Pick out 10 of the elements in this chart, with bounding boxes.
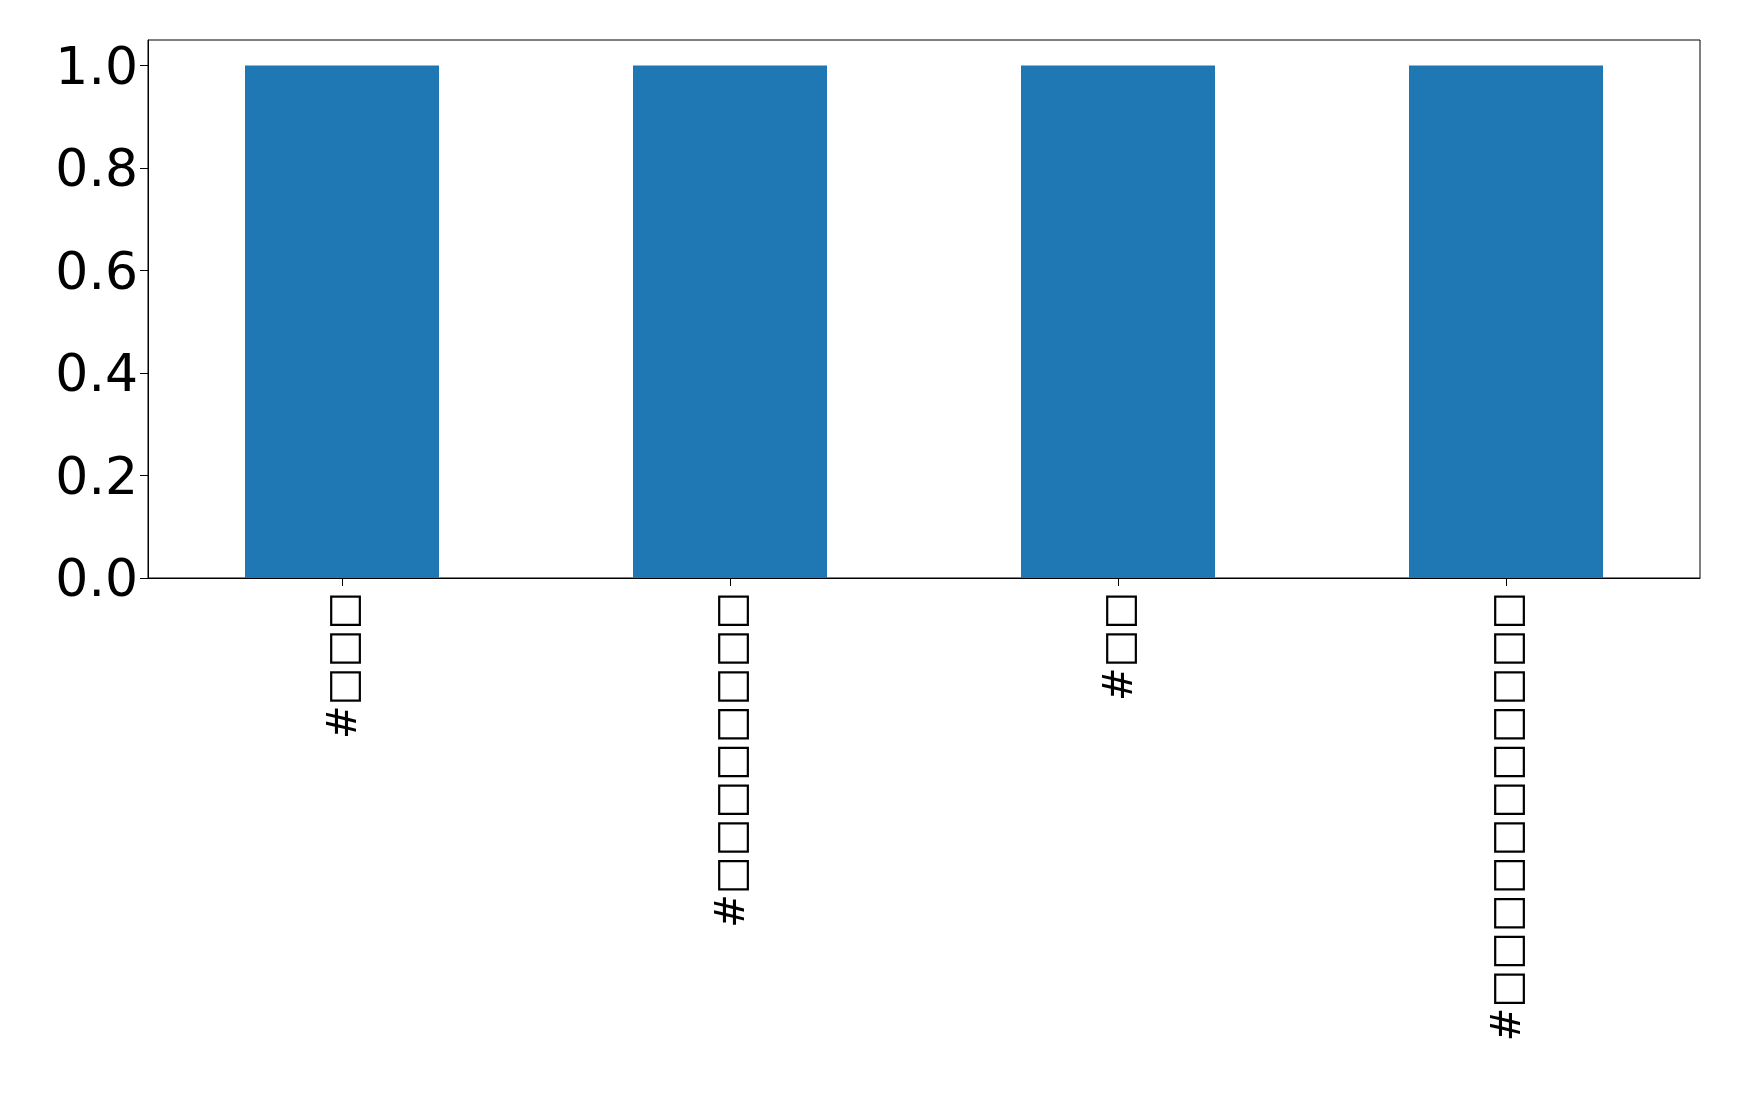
y-tick-label: 0.6 <box>55 240 138 301</box>
x-tick-label: #□□□□□□□□ <box>707 592 753 928</box>
y-tick-label: 1.0 <box>55 35 138 96</box>
y-tick-label: 0.2 <box>55 445 138 506</box>
y-tick-label: 0.0 <box>55 548 138 608</box>
y-tick-label: 0.4 <box>55 343 138 404</box>
y-tick-label: 0.8 <box>55 138 138 199</box>
x-tick-label: #□□□ <box>319 592 365 739</box>
x-tick-label: #□□□□□□□□□□□ <box>1483 592 1529 1042</box>
x-tick-label: #□□ <box>1095 592 1141 702</box>
